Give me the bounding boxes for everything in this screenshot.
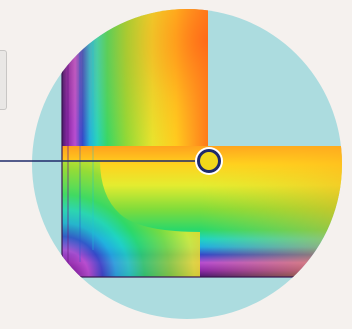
thermal-map [61, 9, 342, 278]
temperature-probe-icon[interactable] [195, 147, 223, 175]
side-panel-handle-icon[interactable] [0, 50, 7, 110]
corner-cold-spot [62, 160, 200, 277]
